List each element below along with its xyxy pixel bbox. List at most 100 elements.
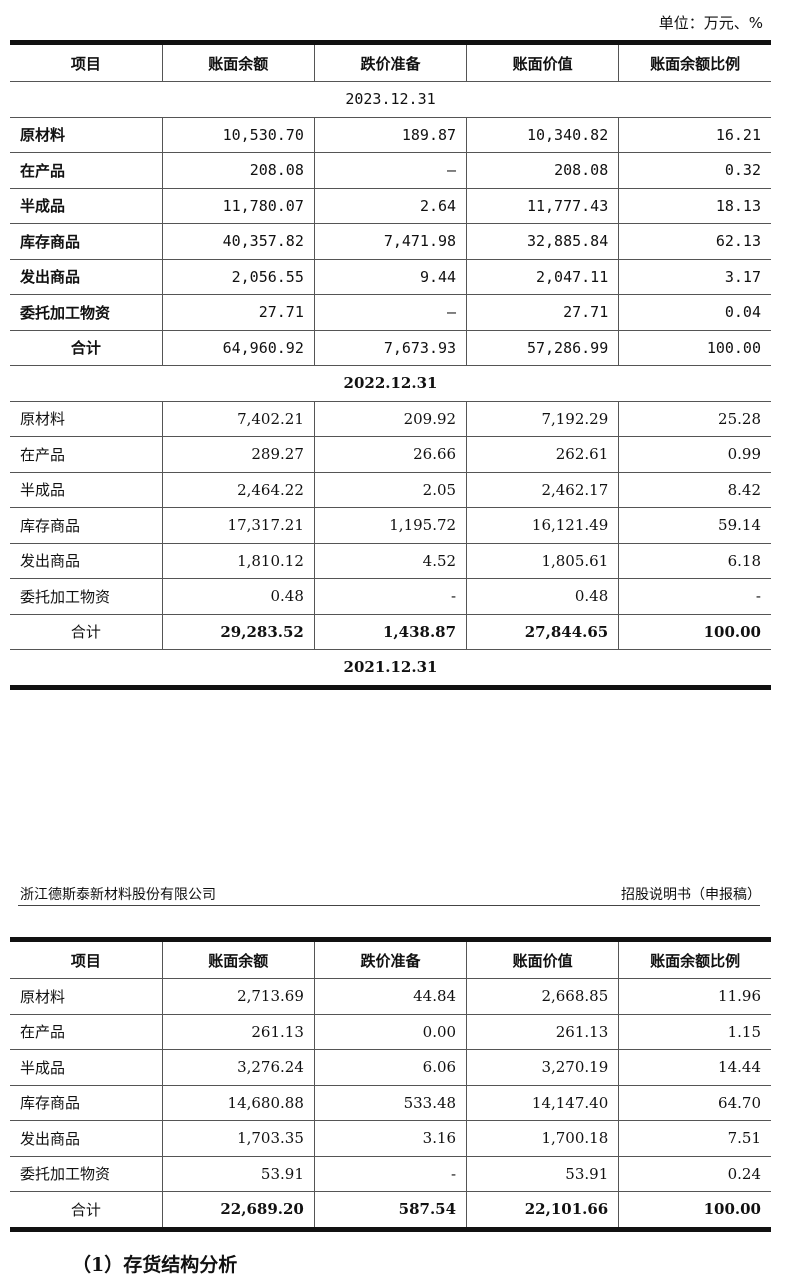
total-value: 22,101.66 (466, 1191, 619, 1229)
total-value: 64,960.92 (161, 330, 315, 366)
value-cell: 14,147.40 (466, 1085, 619, 1121)
item-name: 原材料 (10, 117, 163, 153)
total-value: 29,283.52 (161, 614, 315, 650)
value-cell: 0.48 (466, 578, 619, 615)
value-cell: - (618, 578, 771, 615)
header-row: 项目 账面余额 跌价准备 账面价值 账面余额比例 (10, 42, 771, 82)
table-row: 原材料 10,530.70 189.87 10,340.82 16.21 (10, 117, 771, 153)
column-header: 账面余额比例 (618, 42, 771, 82)
value-cell: 14,680.88 (161, 1085, 315, 1121)
table-row: 发出商品 1,810.12 4.52 1,805.61 6.18 (10, 543, 771, 579)
value-cell: 10,530.70 (161, 117, 315, 153)
total-row: 合计 64,960.92 7,673.93 57,286.99 100.00 (10, 330, 771, 366)
value-cell: 53.91 (161, 1156, 315, 1192)
inventory-table-part2: 项目 账面余额 跌价准备 账面价值 账面余额比例 原材料 2,713.69 44.84 2,66… (10, 937, 771, 1232)
value-cell: 0.00 (313, 1014, 467, 1050)
total-value: 100.00 (618, 614, 771, 650)
value-cell: 4.52 (313, 543, 467, 579)
value-cell: 0.99 (618, 436, 771, 473)
value-cell: 32,885.84 (466, 223, 619, 260)
value-cell: 2,464.22 (161, 472, 315, 508)
value-cell: 18.13 (618, 188, 771, 224)
table-row: 发出商品 2,056.55 9.44 2,047.11 3.17 (10, 259, 771, 295)
value-cell: 11.96 (618, 978, 771, 1015)
item-name: 库存商品 (10, 1085, 163, 1121)
value-cell: 1.15 (618, 1014, 771, 1050)
item-name: 委托加工物资 (10, 1156, 163, 1192)
value-cell: 2,668.85 (466, 978, 619, 1015)
column-header: 账面价值 (466, 939, 619, 979)
item-name: 在产品 (10, 436, 163, 473)
item-name: 委托加工物资 (10, 578, 163, 615)
column-header: 项目 (10, 939, 163, 979)
table-row: 库存商品 40,357.82 7,471.98 32,885.84 62.13 (10, 223, 771, 260)
value-cell: 2,462.17 (466, 472, 619, 508)
total-value: 22,689.20 (161, 1191, 315, 1229)
item-name: 发出商品 (10, 1120, 163, 1157)
value-cell: - (313, 1156, 467, 1192)
value-cell: 0.48 (161, 578, 315, 615)
value-cell: 0.24 (618, 1156, 771, 1192)
value-cell: 1,810.12 (161, 543, 315, 579)
table-row: 在产品 261.13 0.00 261.13 1.15 (10, 1014, 771, 1050)
table-row: 在产品 289.27 26.66 262.61 0.99 (10, 436, 771, 473)
item-name: 在产品 (10, 1014, 163, 1050)
value-cell: 8.42 (618, 472, 771, 508)
value-cell: 3.17 (618, 259, 771, 295)
value-cell: 64.70 (618, 1085, 771, 1121)
item-name: 半成品 (10, 1049, 163, 1086)
period-row: 2022.12.31 (10, 365, 771, 402)
value-cell: 2.05 (313, 472, 467, 508)
item-name: 发出商品 (10, 543, 163, 579)
column-header: 账面余额 (161, 42, 315, 82)
table-row: 委托加工物资 0.48-0.48- (10, 578, 771, 615)
value-cell: 11,780.07 (161, 188, 315, 224)
total-value: 1,438.87 (313, 614, 467, 650)
total-value: 100.00 (618, 330, 771, 366)
value-cell: 261.13 (466, 1014, 619, 1050)
item-name: 委托加工物资 (10, 294, 163, 331)
value-cell: 11,777.43 (466, 188, 619, 224)
inventory-table-part1: 项目 账面余额 跌价准备 账面价值 账面余额比例 2023.12.31 原材料 10,530.… (10, 40, 771, 690)
table-row: 在产品 208.08–208.08 0.32 (10, 152, 771, 189)
value-cell: 1,703.35 (161, 1120, 315, 1157)
column-header: 项目 (10, 42, 163, 82)
value-cell: 2.64 (313, 188, 467, 224)
value-cell: 1,195.72 (313, 507, 467, 544)
value-cell: 27.71 (466, 294, 619, 331)
table-row: 半成品 11,780.07 2.64 11,777.43 18.13 (10, 188, 771, 224)
value-cell: 0.32 (618, 152, 771, 189)
item-name: 在产品 (10, 152, 163, 189)
value-cell: 59.14 (618, 507, 771, 544)
value-cell: 261.13 (161, 1014, 315, 1050)
value-cell: 6.18 (618, 543, 771, 579)
value-cell: 533.48 (313, 1085, 467, 1121)
value-cell: 14.44 (618, 1049, 771, 1086)
item-name: 发出商品 (10, 259, 163, 295)
total-value: 7,673.93 (313, 330, 467, 366)
value-cell: 2,056.55 (161, 259, 315, 295)
unit-label: 单位：万元、% (658, 14, 763, 32)
total-label: 合计 (70, 1200, 101, 1219)
item-name: 原材料 (10, 978, 163, 1015)
item-name: 原材料 (10, 401, 163, 437)
page-header-divider (18, 905, 760, 906)
page-header-company: 浙江德斯泰新材料股份有限公司 (20, 887, 216, 903)
period-row: 2023.12.31 (10, 81, 771, 118)
value-cell: 16,121.49 (466, 507, 619, 544)
value-cell: 7.51 (618, 1120, 771, 1157)
period-date: 2022.12.31 (10, 365, 771, 402)
total-label: 合计 (10, 330, 163, 366)
section-title: （1）存货结构分析 (72, 1254, 238, 1276)
value-cell: - (313, 578, 467, 615)
header-row: 项目 账面余额 跌价准备 账面价值 账面余额比例 (10, 939, 771, 979)
total-value: 57,286.99 (466, 330, 619, 366)
value-cell: 0.04 (618, 294, 771, 331)
period-row: 2021.12.31 (10, 650, 771, 688)
value-cell: 7,471.98 (313, 223, 467, 260)
value-cell: 3,270.19 (466, 1049, 619, 1086)
value-cell: 7,192.29 (466, 401, 619, 437)
value-cell: 10,340.82 (466, 117, 619, 153)
value-cell: 62.13 (618, 223, 771, 260)
value-cell: 262.61 (466, 436, 619, 473)
